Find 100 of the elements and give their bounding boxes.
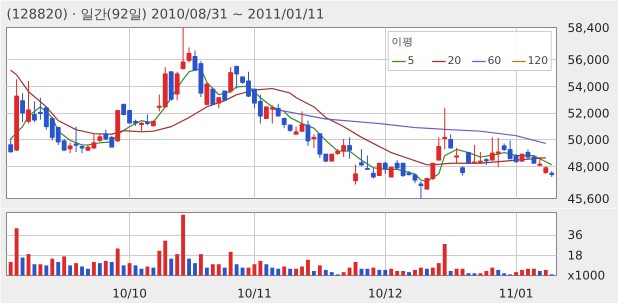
y-tick-label: 52,000 (568, 106, 610, 120)
bar (20, 258, 24, 276)
candlestick (364, 155, 370, 170)
x-tick-label: 10/12 (368, 286, 403, 300)
bar (484, 271, 488, 276)
bar (448, 271, 453, 276)
bar (62, 256, 66, 276)
bar (169, 258, 174, 276)
bar (56, 262, 60, 276)
x-tick-label: 10/10 (112, 286, 147, 300)
candlestick (448, 134, 454, 148)
candlestick (454, 148, 460, 164)
bar (490, 268, 494, 276)
bar (520, 270, 524, 276)
y-tick-label: 45,600 (568, 192, 610, 206)
bar (204, 268, 209, 276)
bar (288, 268, 292, 276)
candlestick (306, 120, 310, 146)
bar (413, 270, 417, 276)
candlestick (144, 114, 150, 126)
bar (122, 265, 126, 276)
bar (360, 268, 364, 276)
bar (318, 265, 322, 276)
bar (199, 254, 203, 276)
candlestick (347, 136, 352, 160)
legend-label: 20 (448, 54, 462, 67)
x-tick-label: 10/11 (237, 286, 272, 300)
bar (514, 272, 518, 276)
bar (68, 265, 72, 276)
candlestick (234, 65, 240, 90)
bar (8, 262, 13, 276)
bar (430, 268, 435, 276)
bar (110, 262, 114, 276)
bar (193, 263, 197, 276)
legend-label: 120 (528, 54, 548, 67)
bar (98, 263, 102, 276)
x-tick-label: 11/01 (498, 286, 534, 300)
bar (187, 258, 191, 276)
candlestick (74, 126, 78, 153)
bar (454, 268, 459, 276)
candlestick (204, 84, 210, 106)
bar (264, 264, 268, 276)
candlestick (370, 167, 376, 179)
bar (104, 260, 108, 276)
y-tick-label: 56,000 (568, 53, 610, 68)
bar (14, 228, 19, 276)
bar (175, 254, 180, 276)
bar (44, 265, 48, 276)
bar (222, 268, 227, 276)
bar (210, 264, 215, 276)
candlestick (276, 103, 281, 118)
candlestick (466, 152, 471, 165)
candlestick (418, 181, 424, 198)
bar (38, 264, 42, 276)
bar (407, 272, 411, 276)
bar (157, 250, 162, 276)
bar (50, 258, 54, 276)
bar (460, 268, 464, 276)
candlestick (228, 66, 234, 94)
bar (252, 264, 256, 276)
bar (92, 262, 96, 276)
candlestick (20, 92, 25, 123)
candlestick (353, 164, 358, 186)
candlestick (210, 88, 216, 106)
chart-title: (128820) · 일간(92일) 2010/08/31 ~ 2011/01/11 (6, 8, 324, 22)
bar (436, 263, 441, 276)
bar (151, 268, 156, 276)
bar (532, 268, 536, 276)
candlestick (382, 161, 388, 174)
candlestick (460, 166, 465, 176)
candlestick (216, 97, 222, 109)
y-tick-label: 54,000 (568, 80, 610, 94)
bar (234, 264, 239, 276)
candlestick (139, 122, 144, 132)
bar (26, 254, 30, 276)
bar (145, 266, 150, 276)
bar (306, 260, 310, 276)
bar (270, 268, 274, 276)
bar (128, 263, 132, 276)
bar (282, 266, 286, 276)
bar (163, 240, 168, 276)
bar (526, 268, 530, 276)
bar (424, 268, 429, 276)
bar (395, 271, 400, 276)
candlestick (537, 156, 542, 167)
bar (312, 271, 316, 276)
bar (181, 214, 186, 276)
bar (80, 266, 84, 276)
bar (32, 264, 36, 276)
y-tick-label: 58,400 (568, 21, 610, 35)
bar (371, 268, 376, 276)
candlestick (68, 142, 73, 154)
bar (74, 263, 78, 276)
y-tick-label: x1000 (568, 268, 606, 282)
bar (442, 244, 447, 276)
candlestick (26, 80, 31, 124)
bar (330, 272, 334, 276)
bar (365, 268, 370, 276)
candlestick (388, 166, 394, 178)
y-tick-label: 50,000 (568, 133, 610, 148)
